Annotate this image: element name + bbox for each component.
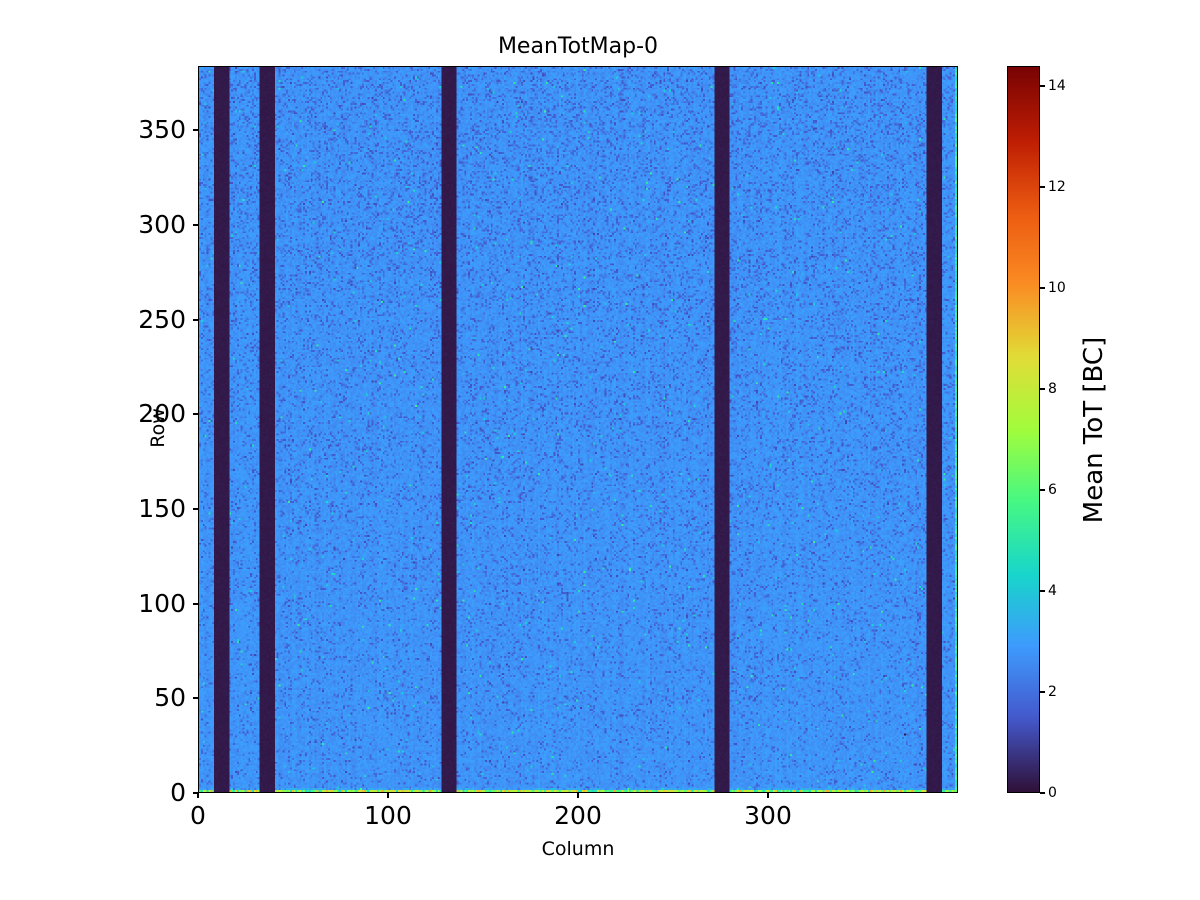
x-tick-label: 200 bbox=[554, 801, 602, 830]
colorbar-tick-label: 14 bbox=[1048, 78, 1066, 95]
y-tick-label: 350 bbox=[138, 115, 186, 145]
y-tick-mark bbox=[193, 508, 198, 511]
x-axis-label: Column bbox=[541, 838, 615, 860]
y-tick-mark bbox=[193, 318, 198, 321]
y-tick-label: 200 bbox=[138, 399, 186, 429]
colorbar-tick-label: 12 bbox=[1048, 179, 1066, 196]
x-tick-mark bbox=[767, 793, 769, 798]
colorbar-tick-mark bbox=[1040, 85, 1045, 88]
x-tick-label: 0 bbox=[190, 801, 206, 830]
y-tick-label: 50 bbox=[154, 683, 186, 713]
colorbar-tick-mark bbox=[1040, 489, 1045, 492]
x-tick-label: 300 bbox=[744, 801, 792, 830]
colorbar-tick-mark bbox=[1040, 691, 1045, 694]
colorbar-tick-label: 6 bbox=[1048, 482, 1057, 499]
y-tick-label: 300 bbox=[138, 210, 186, 240]
colorbar-tick-label: 10 bbox=[1048, 280, 1066, 297]
x-tick-mark bbox=[197, 793, 199, 798]
colorbar-tick-mark bbox=[1040, 388, 1045, 391]
y-tick-label: 150 bbox=[138, 494, 186, 524]
y-axis-label: Row bbox=[147, 408, 169, 448]
colorbar-tick-mark bbox=[1040, 186, 1045, 189]
y-tick-label: 250 bbox=[138, 304, 186, 334]
x-tick-mark bbox=[387, 793, 389, 798]
colorbar-label: Mean ToT [BC] bbox=[1079, 336, 1109, 524]
colorbar bbox=[1007, 66, 1040, 793]
y-tick-label: 100 bbox=[138, 588, 186, 618]
y-tick-mark bbox=[193, 602, 198, 605]
colorbar-tick-mark bbox=[1040, 792, 1045, 794]
y-tick-mark bbox=[193, 413, 198, 416]
y-tick-mark bbox=[193, 792, 198, 794]
y-tick-mark bbox=[193, 129, 198, 132]
chart-title: MeanTotMap-0 bbox=[497, 34, 659, 59]
colorbar-tick-label: 2 bbox=[1048, 684, 1057, 701]
heatmap-canvas bbox=[199, 67, 957, 792]
y-tick-label: 0 bbox=[170, 778, 186, 807]
colorbar-gradient-canvas bbox=[1008, 67, 1039, 792]
x-tick-label: 100 bbox=[364, 801, 412, 830]
x-tick-mark bbox=[577, 793, 579, 798]
colorbar-tick-mark bbox=[1040, 590, 1045, 593]
plot-area bbox=[198, 66, 958, 793]
colorbar-tick-mark bbox=[1040, 287, 1045, 290]
colorbar-tick-label: 8 bbox=[1048, 381, 1057, 398]
y-tick-mark bbox=[193, 697, 198, 700]
colorbar-tick-label: 0 bbox=[1048, 785, 1057, 801]
y-tick-mark bbox=[193, 224, 198, 227]
colorbar-tick-label: 4 bbox=[1048, 583, 1057, 600]
